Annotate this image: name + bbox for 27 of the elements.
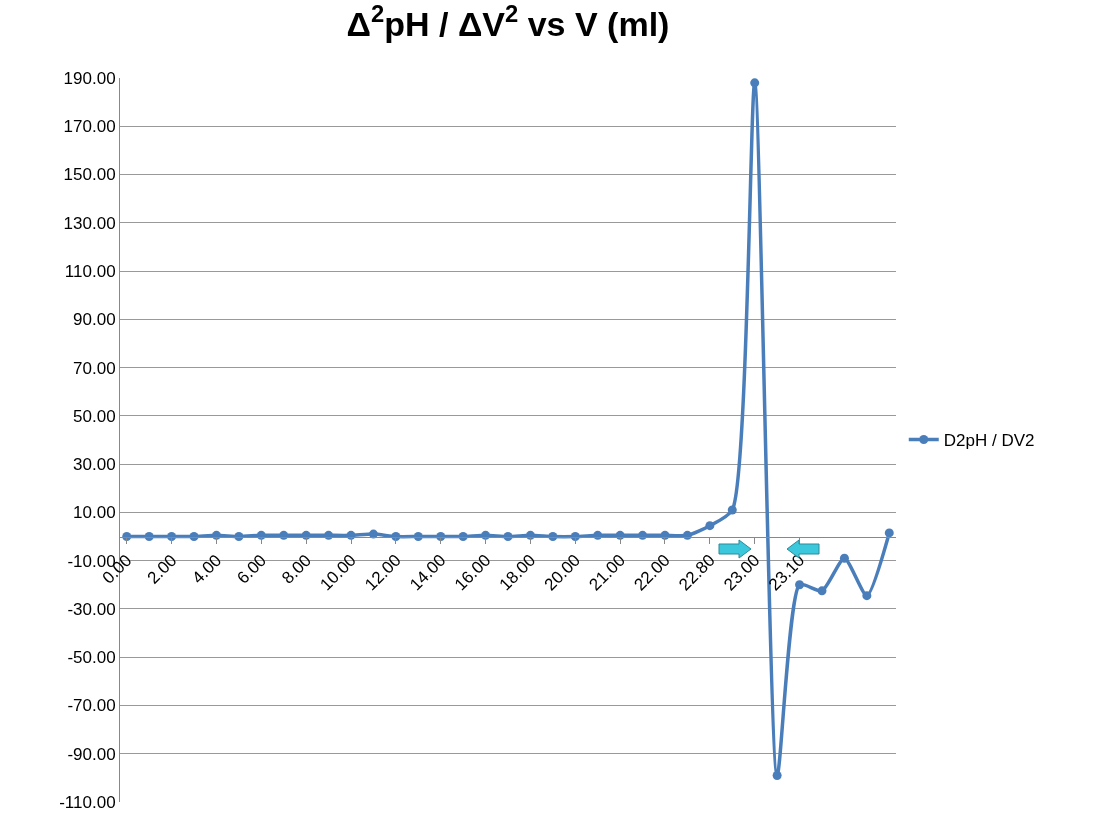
y-tick-label: 30.00 [73, 455, 116, 475]
x-tick-label: 6.00 [233, 550, 271, 588]
point [839, 553, 849, 563]
y-tick-label: -70.00 [67, 696, 116, 716]
point [727, 505, 737, 515]
point [772, 770, 782, 780]
chart-title: Δ$^{2}$pH / ΔV$^{2}$ vs V (ml) [346, 0, 670, 44]
y-tick-label: -90.00 [67, 744, 116, 764]
point [750, 78, 760, 88]
legend-label: D2pH / DV2 [943, 431, 1035, 451]
y-tick-label: 190.00 [63, 68, 116, 88]
y-tick-label: -50.00 [67, 648, 116, 668]
y-tick-label: 50.00 [73, 406, 116, 426]
y-tick-label: 90.00 [73, 310, 116, 330]
point [862, 591, 872, 601]
y-tick-label: 130.00 [63, 213, 116, 233]
point [817, 586, 827, 596]
y-tick-label: 170.00 [63, 117, 116, 137]
point [705, 521, 715, 531]
y-tick-label: 70.00 [73, 358, 116, 378]
y-tick-label: 10.00 [73, 503, 116, 523]
y-tick-label: -110.00 [59, 792, 116, 812]
y-tick-label: 110.00 [64, 262, 116, 282]
x-tick-label: 8.00 [278, 550, 315, 588]
x-tick-label: 4.00 [188, 550, 226, 588]
y-tick-label: -30.00 [67, 599, 116, 619]
y-tick-label: 150.00 [63, 165, 116, 185]
